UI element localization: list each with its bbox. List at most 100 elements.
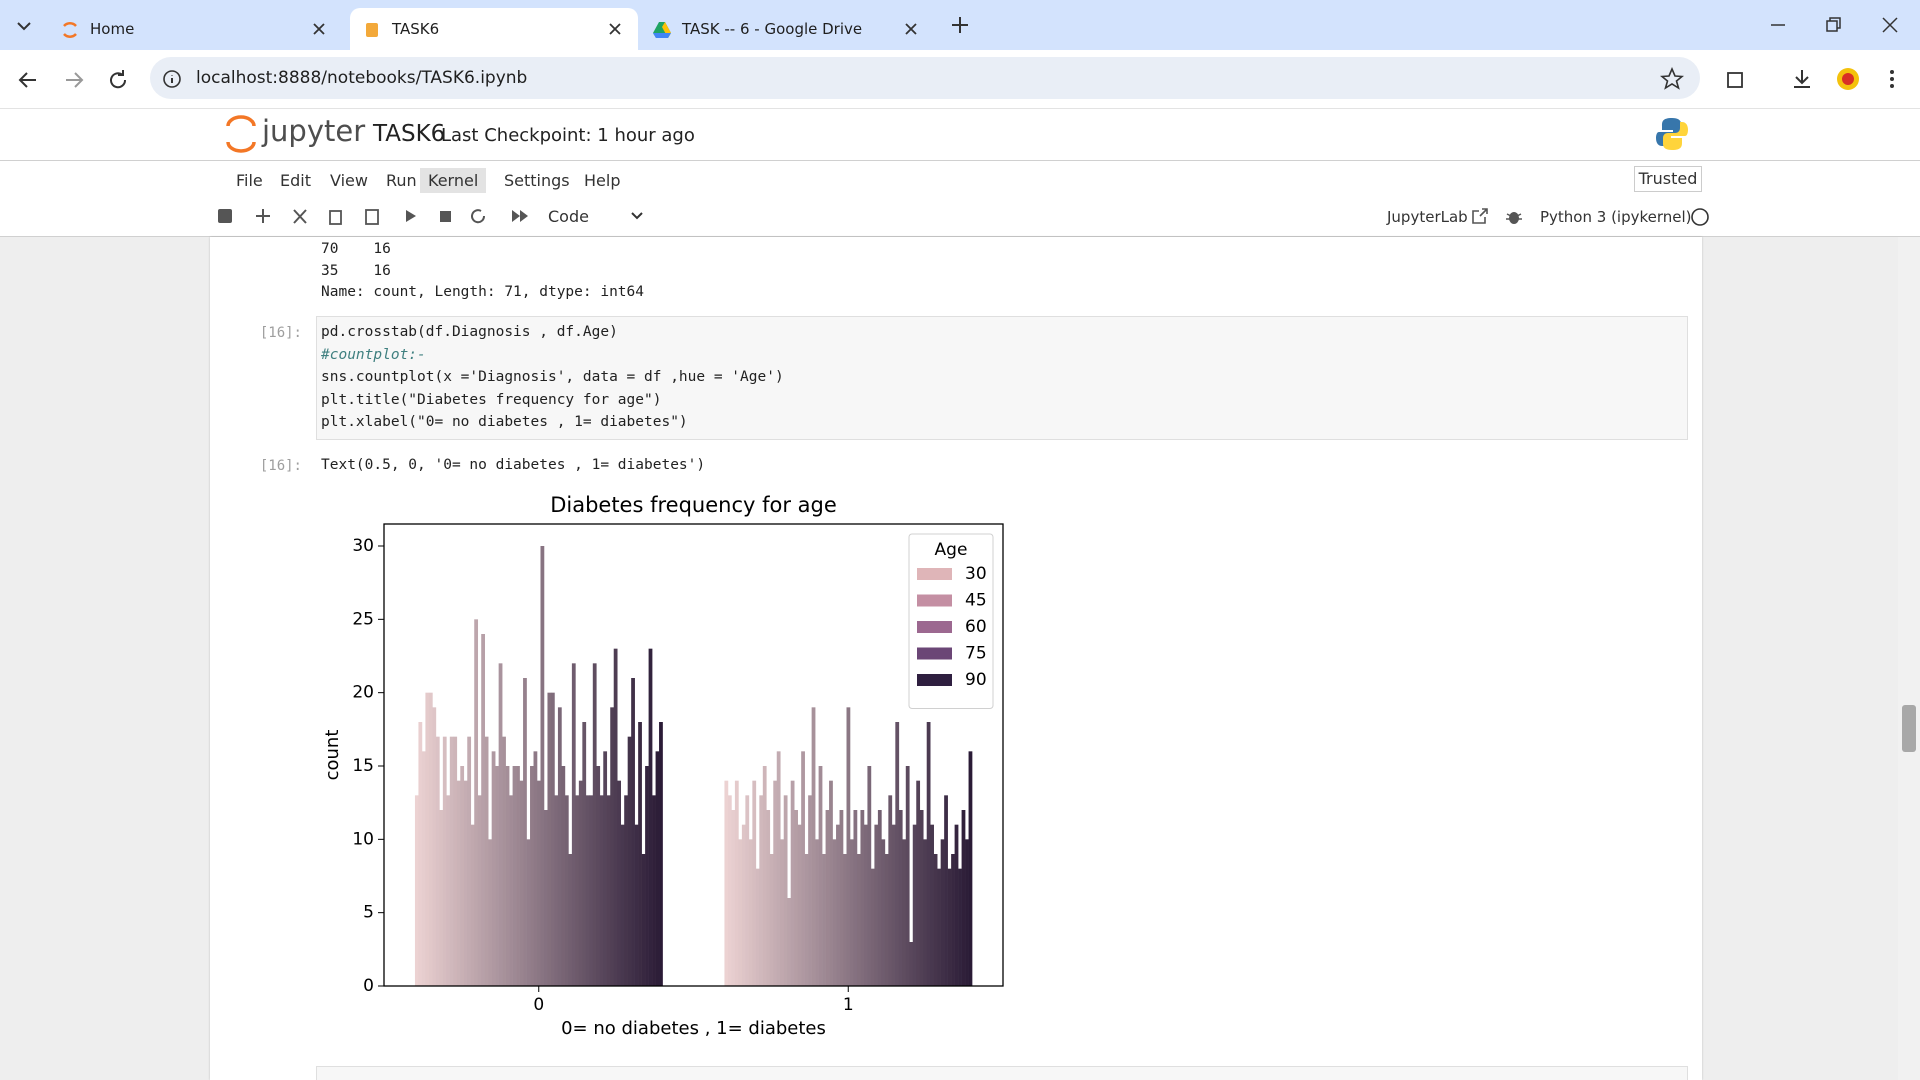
bar [456,780,461,986]
bar [930,824,934,986]
bar [474,619,479,986]
tab-search[interactable] [12,14,36,38]
scrollbar-thumb[interactable] [1902,705,1916,752]
menu-item[interactable]: Settings [504,171,570,190]
bar [652,795,656,986]
legend-swatch [917,594,952,607]
run[interactable] [406,210,416,222]
trusted-indicator[interactable]: Trusted [1634,166,1702,192]
menu-item[interactable]: Run [386,171,417,190]
input-prompt: [16]: [259,325,302,341]
tab-close[interactable] [312,22,326,36]
restart[interactable] [471,209,486,224]
profile[interactable] [1836,67,1860,91]
save[interactable] [218,209,232,223]
tab[interactable]: Home [48,8,345,50]
menu-item[interactable]: Kernel [420,168,487,193]
bar [578,780,583,986]
copy[interactable] [329,210,342,225]
x-tick-label: 0 [533,995,544,1015]
downloads[interactable] [1790,67,1814,91]
bar [839,810,844,986]
bookmark[interactable] [1660,67,1684,91]
forward[interactable] [62,68,86,92]
y-tick-label: 30 [352,536,374,556]
minimize[interactable] [1768,15,1788,35]
bar [596,766,601,986]
bar [853,810,858,986]
menu-item[interactable]: Edit [280,171,311,190]
bar [912,824,917,986]
bar [631,678,635,986]
bar [610,707,615,986]
jupyterlab-link[interactable]: JupyterLab [1387,208,1468,226]
bar [790,780,795,986]
notebook-name[interactable]: TASK6 [373,121,446,147]
tab-icon [366,23,378,37]
tab-close[interactable] [608,22,622,36]
bar [794,810,798,986]
legend-label: 75 [965,644,987,664]
bar [888,795,893,986]
cell-type[interactable]: Code [548,207,589,226]
tab-icon [653,22,671,38]
bar [543,810,548,986]
output-line: Name: count, Length: 71, dtype: int64 [321,284,645,300]
x-tick-label: 1 [843,995,854,1015]
close-window[interactable] [1880,15,1900,35]
extensions[interactable] [1724,67,1748,91]
kernel-name[interactable]: Python 3 (ipykernel) [1540,208,1692,226]
bar [947,868,952,986]
bar [951,854,955,986]
next-cell[interactable] [316,1066,1688,1080]
bar [961,810,966,986]
browser-menu[interactable] [1882,67,1902,91]
bar [919,810,924,986]
insert-cell[interactable] [256,209,270,223]
tab-bar: Home TASK6 TASK -- 6 - Google Drive [0,0,1920,50]
bar [453,736,458,986]
code-cell[interactable] [316,316,1688,440]
checkpoint: Last Checkpoint: 1 hour ago [441,125,695,146]
jupyter-logo[interactable]: jupyter [262,114,366,148]
reload[interactable] [106,68,130,92]
omnibox[interactable] [150,57,1700,99]
bar [421,751,426,986]
bar [617,780,622,986]
tab-close[interactable] [904,22,918,36]
paste[interactable] [365,209,379,225]
chart: Diabetes frequency for age 0 5 10 15 20 25 30 0 1… [322,493,1004,1039]
bar [491,751,496,986]
tab-title: TASK6 [392,20,440,38]
bar [724,780,729,986]
interrupt[interactable] [440,211,451,222]
legend-label: 90 [965,670,987,690]
bar [449,736,454,986]
tab[interactable]: TASK6 [350,8,638,50]
bar [968,751,973,986]
scrollbar[interactable] [1898,237,1920,1080]
url[interactable]: localhost:8888/notebooks/TASK6.ipynb [196,68,528,88]
new-tab[interactable] [950,15,970,35]
tab[interactable]: TASK -- 6 - Google Drive [640,8,935,50]
bar [877,810,882,986]
menu-item[interactable]: File [236,171,263,190]
bar [585,795,590,986]
bar [467,736,472,986]
debugger[interactable] [1504,207,1524,227]
restore[interactable] [1824,15,1844,35]
bar [783,795,788,986]
cut[interactable] [293,209,307,224]
bar [547,692,552,986]
bar [634,824,639,986]
bar [787,898,792,986]
cell-type-dropdown[interactable] [631,212,643,220]
menu-item[interactable]: View [330,171,368,190]
bar [599,795,604,986]
restart-run-all[interactable] [512,210,528,222]
bar [502,736,506,986]
menu-item[interactable]: Help [584,171,621,190]
bar [613,648,618,986]
back[interactable] [16,68,40,92]
site-info[interactable] [162,69,182,89]
